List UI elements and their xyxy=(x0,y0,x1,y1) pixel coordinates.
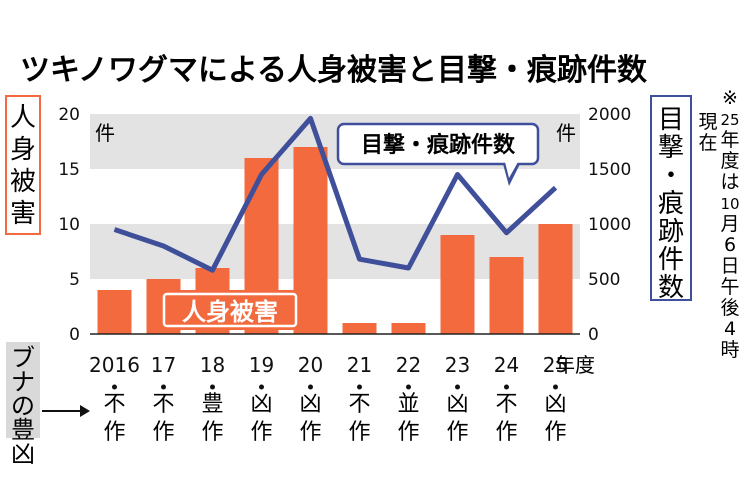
left-tick-label: 5 xyxy=(69,270,80,290)
right-axis-ticks: 0 500 1000 1500 2000 xyxy=(588,105,631,345)
mast-bullet xyxy=(455,384,460,390)
left-axis-ticks: 0 5 10 15 20 xyxy=(58,105,80,345)
year-label: 20 xyxy=(298,353,323,377)
mast-bullet xyxy=(259,384,264,390)
left-axis-label-box xyxy=(5,95,41,235)
injury-series-name: 人身被害 xyxy=(182,298,278,326)
right-tick-label: 1000 xyxy=(588,215,631,235)
mast-value: 不作 xyxy=(152,392,174,445)
year-label: 25 xyxy=(543,353,568,377)
mast-bullet xyxy=(161,384,166,390)
year-label: 2016 xyxy=(89,353,140,377)
mast-value: 凶作 xyxy=(544,392,566,445)
mast-label: ブナの豊凶 xyxy=(11,344,35,468)
left-tick-label: 0 xyxy=(69,325,80,345)
year-label: 21 xyxy=(347,353,372,377)
right-axis-unit: 件 xyxy=(556,121,576,145)
right-tick-label: 2000 xyxy=(588,105,631,125)
footnote: ※ 25 年度は 10 月 6 日午後 4 時現在 xyxy=(698,87,739,361)
mast-value: 不作 xyxy=(103,392,125,445)
year-label: 24 xyxy=(494,353,519,377)
mast-arrow-head xyxy=(80,405,90,417)
mast-value: 凶作 xyxy=(250,392,272,445)
injury-legend-label: 人身被害 xyxy=(160,290,300,330)
mast-value: 凶作 xyxy=(446,392,468,445)
year-label: 19 xyxy=(249,353,274,377)
injury-bar xyxy=(391,323,426,334)
left-axis-unit: 件 xyxy=(95,121,115,145)
footnote-text: 現在 xyxy=(698,111,717,154)
mast-value: 豊作 xyxy=(201,392,223,445)
injury-bar xyxy=(342,323,377,334)
sightings-series-name: 目撃・痕跡件数 xyxy=(361,132,516,158)
right-tick-label: 0 xyxy=(588,325,599,345)
mast-bullet xyxy=(308,384,313,390)
year-label: 18 xyxy=(200,353,225,377)
injury-bar xyxy=(440,235,475,334)
mast-label-box xyxy=(6,342,40,438)
injury-bar xyxy=(538,224,573,334)
mast-bullet xyxy=(504,384,509,390)
right-tick-label: 1500 xyxy=(588,160,631,180)
footnote-text: ※ 25 年度は 10 月 6 日午後 4 時 xyxy=(720,87,739,361)
mast-value: 不作 xyxy=(495,392,517,445)
right-axis-label: 目撃・痕跡件数 xyxy=(658,105,684,303)
chart-title: ツキノワグマによる人身被害と目撃・痕跡件数 xyxy=(20,53,648,88)
year-label: 23 xyxy=(445,353,470,377)
grid-band xyxy=(90,169,580,224)
right-axis-label-box xyxy=(650,95,692,301)
mast-bullet xyxy=(553,384,558,390)
left-axis-label: 人身被害 xyxy=(10,103,36,229)
sightings-legend-label: 目撃・痕跡件数 xyxy=(336,122,540,186)
left-tick-label: 20 xyxy=(58,105,80,125)
mast-bullet xyxy=(112,384,117,390)
mast-bullet xyxy=(357,384,362,390)
year-label: 22 xyxy=(396,353,421,377)
x-axis-unit: 年度 xyxy=(555,353,595,377)
mast-value: 凶作 xyxy=(299,392,321,445)
mast-value: 不作 xyxy=(348,392,370,445)
left-tick-label: 10 xyxy=(58,215,80,235)
mast-value: 並作 xyxy=(397,392,419,445)
injury-bar xyxy=(97,290,132,334)
injury-bar xyxy=(489,257,524,334)
x-axis-tick-labels: 2016 17 18 19 20 21 22 23 24 25 xyxy=(89,353,568,377)
left-tick-label: 15 xyxy=(58,160,80,180)
mast-bullet xyxy=(210,384,215,390)
mast-bullet xyxy=(406,384,411,390)
sightings-line xyxy=(113,115,558,273)
year-label: 17 xyxy=(151,353,176,377)
right-tick-label: 500 xyxy=(588,270,620,290)
injury-bars xyxy=(97,147,573,334)
